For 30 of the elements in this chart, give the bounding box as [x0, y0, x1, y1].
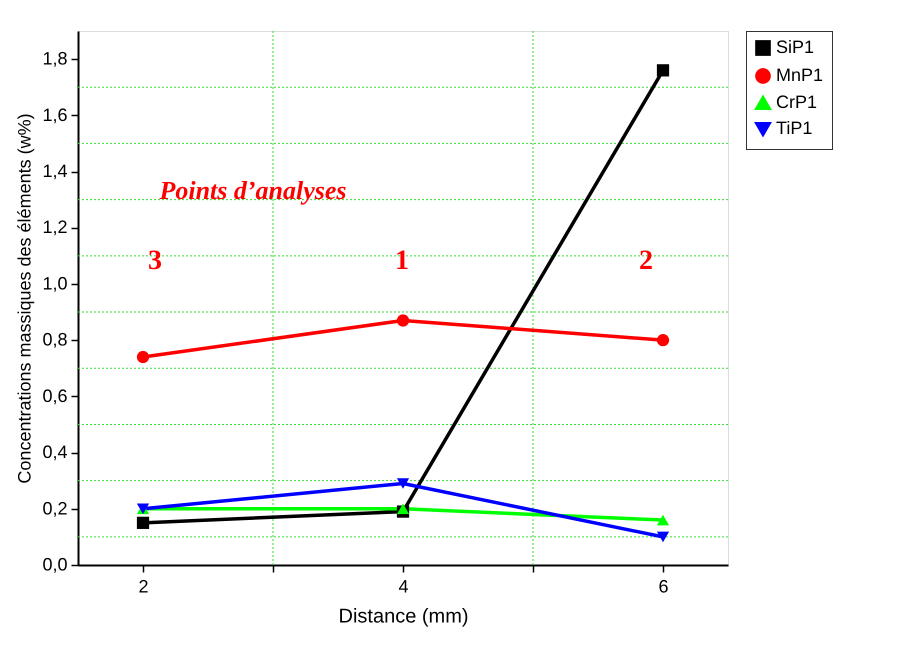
- legend-label: SiP1: [776, 37, 814, 57]
- x-tick-label: 2: [138, 576, 149, 596]
- y-tick-label: 0,0: [42, 554, 68, 574]
- annotation: 3: [148, 245, 162, 276]
- y-tick-label: 0,8: [42, 330, 68, 350]
- y-tick-label: 1,4: [42, 161, 68, 182]
- y-tick-label: 1,0: [42, 273, 68, 294]
- annotation: 2: [639, 245, 653, 276]
- point: [136, 516, 150, 529]
- legend-label: TiP1: [776, 118, 812, 138]
- x-tick-label: 6: [658, 576, 669, 596]
- annotation: Points d’analyses: [158, 176, 347, 205]
- y-tick-label: 1,6: [42, 104, 68, 125]
- y-axis-title: Concentrations massiques des éléments (w%): [14, 113, 34, 484]
- annotation: 1: [395, 245, 409, 276]
- x-axis-title: Distance (mm): [338, 606, 469, 628]
- point: [656, 64, 670, 76]
- point: [396, 314, 410, 327]
- y-tick-label: 0,6: [42, 386, 68, 406]
- y-tick-label: 1,2: [42, 217, 68, 238]
- y-tick-label: 0,2: [42, 498, 68, 518]
- point: [396, 503, 410, 514]
- y-tick-label: 1,8: [42, 48, 68, 69]
- point: [656, 514, 670, 526]
- point: [136, 350, 150, 364]
- y-tick-label: 0,4: [42, 442, 68, 462]
- point: [656, 334, 670, 346]
- x-tick-label: 4: [398, 576, 409, 596]
- legend-label: MnP1: [776, 65, 824, 85]
- legend-label: CrP1: [776, 92, 818, 112]
